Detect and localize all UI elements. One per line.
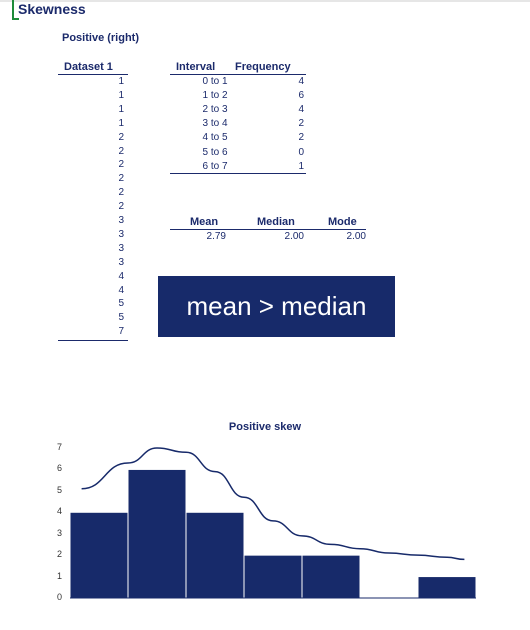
histogram-bar [186, 512, 244, 598]
histogram-bar [302, 555, 360, 598]
histogram-bar [244, 555, 302, 598]
histogram-bar [70, 512, 128, 598]
histogram-bar [418, 577, 476, 598]
histogram-bar [128, 469, 186, 598]
